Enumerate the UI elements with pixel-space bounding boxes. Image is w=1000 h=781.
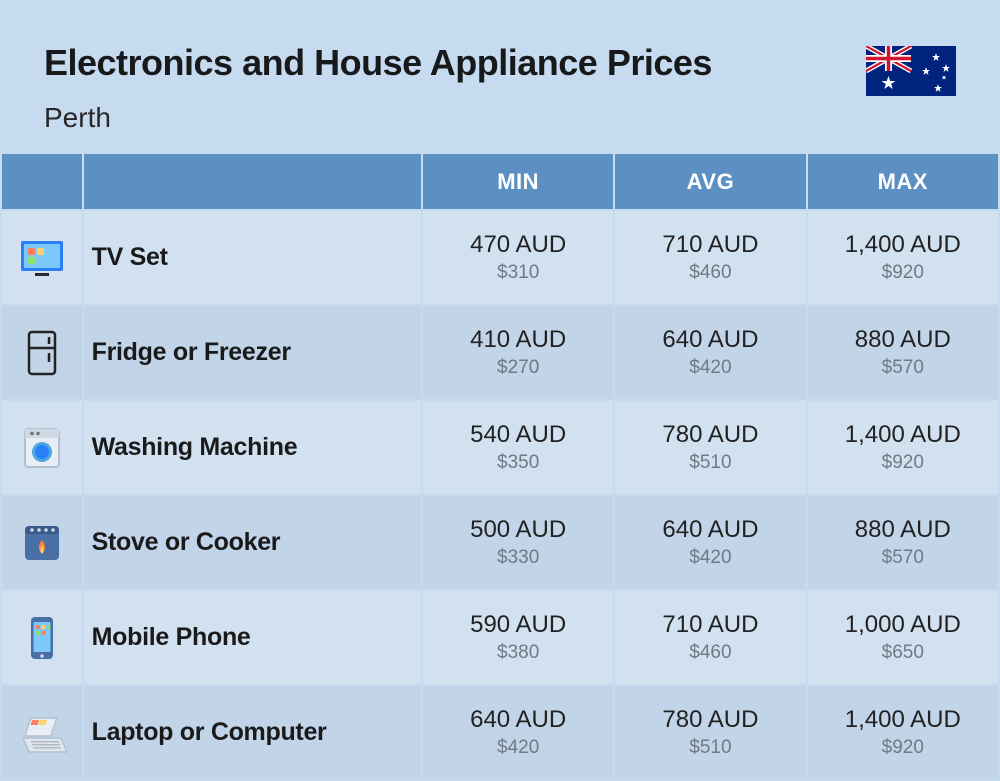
table-row: TV Set470 AUD $310710 AUD $4601,400 AUD $92… [2,211,998,304]
max-secondary: $570 [808,547,998,569]
washer-icon [2,401,82,494]
header-label-col [84,154,421,209]
avg-secondary: $510 [615,737,805,759]
avg-cell: 780 AUD $510 [615,686,805,779]
table-row: Laptop or Computer640 AUD $420780 AUD $510… [2,686,998,779]
stove-icon [2,496,82,589]
page-title: Electronics and House Appliance Prices [44,42,712,84]
australia-flag-icon [866,46,956,96]
min-primary: 540 AUD [423,421,613,449]
min-cell: 410 AUD $270 [423,306,613,399]
min-secondary: $330 [423,547,613,569]
max-primary: 1,000 AUD [808,611,998,639]
header-min: MIN [423,154,613,209]
row-label: Mobile Phone [84,591,421,684]
min-cell: 590 AUD $380 [423,591,613,684]
max-cell: 1,400 AUD $920 [808,401,998,494]
max-primary: 880 AUD [808,516,998,544]
avg-cell: 710 AUD $460 [615,211,805,304]
avg-primary: 780 AUD [615,421,805,449]
min-primary: 470 AUD [423,231,613,259]
row-label: Laptop or Computer [84,686,421,779]
max-primary: 880 AUD [808,326,998,354]
min-secondary: $310 [423,262,613,284]
avg-primary: 710 AUD [615,611,805,639]
min-primary: 500 AUD [423,516,613,544]
avg-secondary: $460 [615,642,805,664]
max-cell: 1,400 AUD $920 [808,686,998,779]
avg-cell: 640 AUD $420 [615,496,805,589]
header-icon-col [2,154,82,209]
max-secondary: $570 [808,357,998,379]
min-secondary: $420 [423,737,613,759]
min-primary: 640 AUD [423,706,613,734]
table-row: Stove or Cooker500 AUD $330640 AUD $420880… [2,496,998,589]
max-secondary: $650 [808,642,998,664]
min-cell: 470 AUD $310 [423,211,613,304]
avg-secondary: $460 [615,262,805,284]
table-row: Mobile Phone590 AUD $380710 AUD $4601,000 … [2,591,998,684]
avg-primary: 640 AUD [615,516,805,544]
header-avg: AVG [615,154,805,209]
avg-cell: 780 AUD $510 [615,401,805,494]
table-header-row: MIN AVG MAX [2,154,998,209]
price-table: MIN AVG MAX TV Set470 AUD$310710 AUD$460… [0,152,1000,781]
min-secondary: $350 [423,452,613,474]
fridge-icon [2,306,82,399]
avg-secondary: $510 [615,452,805,474]
laptop-icon [2,686,82,779]
max-cell: 880 AUD $570 [808,306,998,399]
max-primary: 1,400 AUD [808,421,998,449]
max-primary: 1,400 AUD [808,231,998,259]
avg-cell: 710 AUD $460 [615,591,805,684]
page-subtitle: Perth [44,102,712,134]
max-secondary: $920 [808,737,998,759]
row-label: Washing Machine [84,401,421,494]
avg-primary: 780 AUD [615,706,805,734]
min-secondary: $380 [423,642,613,664]
title-block: Electronics and House Appliance Prices P… [44,42,712,134]
avg-primary: 710 AUD [615,231,805,259]
min-primary: 590 AUD [423,611,613,639]
min-primary: 410 AUD [423,326,613,354]
min-cell: 500 AUD $330 [423,496,613,589]
max-secondary: $920 [808,452,998,474]
row-label: Stove or Cooker [84,496,421,589]
max-secondary: $920 [808,262,998,284]
row-label: TV Set [84,211,421,304]
header-max: MAX [808,154,998,209]
avg-secondary: $420 [615,357,805,379]
table-row: Fridge or Freezer410 AUD $270640 AUD $4208… [2,306,998,399]
avg-primary: 640 AUD [615,326,805,354]
row-label: Fridge or Freezer [84,306,421,399]
min-cell: 540 AUD $350 [423,401,613,494]
avg-cell: 640 AUD $420 [615,306,805,399]
phone-icon [2,591,82,684]
tv-icon [2,211,82,304]
min-cell: 640 AUD $420 [423,686,613,779]
header: Electronics and House Appliance Prices P… [0,0,1000,134]
min-secondary: $270 [423,357,613,379]
max-cell: 1,000 AUD $650 [808,591,998,684]
table-row: Washing Machine540 AUD $350780 AUD $5101,4… [2,401,998,494]
max-cell: 880 AUD $570 [808,496,998,589]
max-primary: 1,400 AUD [808,706,998,734]
avg-secondary: $420 [615,547,805,569]
max-cell: 1,400 AUD $920 [808,211,998,304]
